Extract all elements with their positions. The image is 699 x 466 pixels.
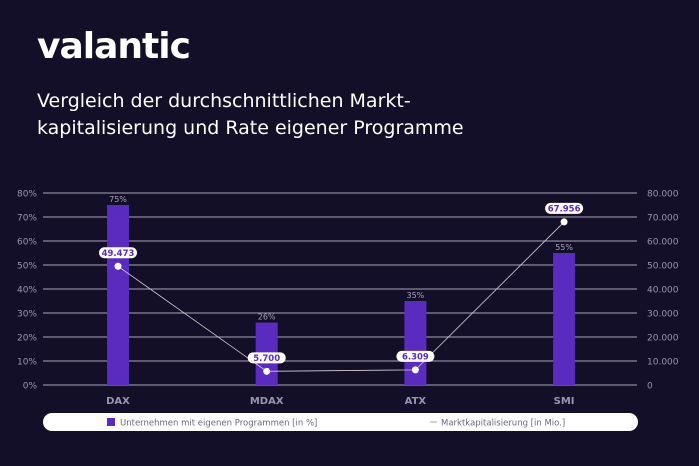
line-value-label: 49.473	[102, 249, 135, 259]
y-left-tick-label: 20%	[17, 334, 37, 344]
y-left-tick-label: 10%	[17, 358, 37, 368]
title-line-2: kapitalisierung und Rate eigener Program…	[37, 117, 464, 139]
line-value-label: 67.956	[548, 204, 581, 214]
y-right-tick-label: 0	[647, 382, 653, 392]
y-right-tick-label: 20.000	[647, 334, 679, 344]
line-point	[411, 366, 419, 374]
bar-value-label: 55%	[555, 243, 573, 252]
x-category-label: SMI	[554, 396, 575, 407]
y-right-tick-label: 80.000	[647, 190, 679, 200]
line-value-badge	[99, 247, 137, 259]
valantic-logo: valantic	[37, 26, 191, 67]
bar-dax	[107, 205, 129, 385]
chart-title: Vergleich der durchschnittlichen Markt- …	[37, 88, 637, 142]
x-category-label: ATX	[405, 396, 427, 407]
line-value-label: 6.309	[402, 352, 429, 362]
bar-value-label: 26%	[258, 313, 276, 322]
y-left-tick-label: 60%	[17, 238, 37, 248]
line-point	[114, 262, 122, 270]
bar-smi	[553, 253, 576, 385]
line-point	[560, 218, 568, 226]
line-series-marktkapitalisierung	[117, 221, 565, 372]
y-left-tick-label: 70%	[17, 214, 37, 224]
legend	[43, 413, 638, 431]
y-left-tick-label: 80%	[17, 190, 37, 200]
bar-value-label: 35%	[407, 291, 425, 300]
line-value-badge	[545, 202, 584, 214]
title-line-1: Vergleich der durchschnittlichen Markt-	[37, 90, 411, 112]
y-right-tick-label: 10.000	[647, 358, 679, 368]
x-category-label: MDAX	[250, 396, 284, 407]
x-category-label: DAX	[106, 396, 130, 407]
y-left-tick-label: 0%	[23, 382, 38, 392]
y-right-tick-label: 40.000	[647, 286, 679, 296]
line-value-badge	[247, 352, 286, 364]
bar-value-label: 75%	[109, 195, 127, 204]
legend-bar-label: Unternehmen mit eigenen Programmen [in %…	[120, 419, 317, 429]
line-value-label: 5.700	[253, 354, 280, 364]
y-right-tick-label: 70.000	[647, 214, 679, 224]
y-left-tick-label: 30%	[17, 310, 37, 320]
y-right-tick-label: 50.000	[647, 262, 679, 272]
line-point	[263, 367, 271, 375]
y-left-tick-label: 40%	[17, 286, 37, 296]
y-right-tick-label: 30.000	[647, 310, 679, 320]
legend-line-label: Marktkapitalisierung [in Mio.]	[441, 419, 565, 429]
legend-bar-swatch	[107, 418, 115, 426]
y-left-tick-label: 50%	[17, 262, 37, 272]
y-right-tick-label: 60.000	[647, 238, 679, 248]
line-value-badge	[396, 350, 435, 362]
